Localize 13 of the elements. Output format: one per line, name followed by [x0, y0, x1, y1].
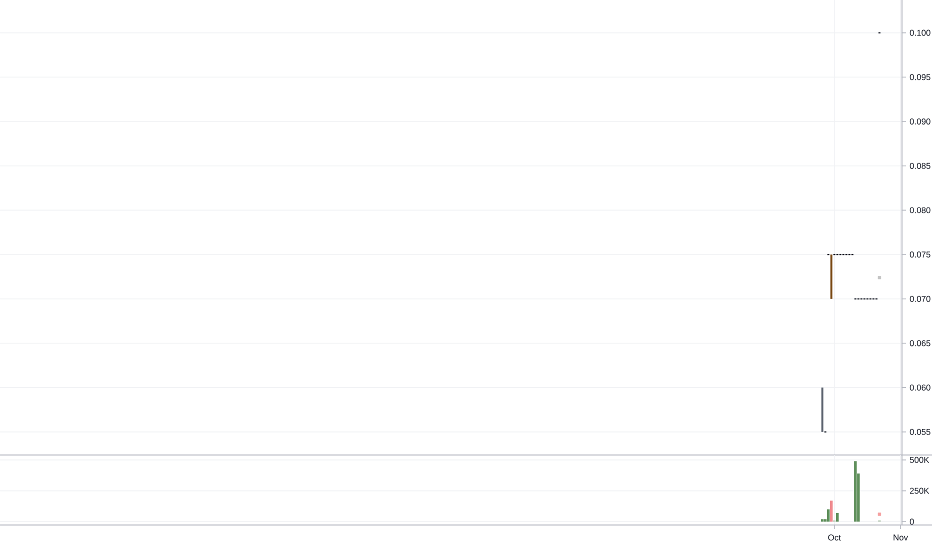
y-tick-label: 500K: [910, 456, 930, 463]
x-tick-label: Nov: [894, 534, 908, 540]
bar: [830, 500, 833, 522]
candlestick: [821, 388, 824, 432]
bar: [820, 519, 824, 522]
y-tick-label: 250K: [910, 488, 930, 494]
x-tick-label: Oct: [828, 534, 841, 540]
bar: [826, 509, 830, 522]
bar: [854, 461, 857, 522]
bar: [836, 513, 839, 522]
y-tick-label: 0: [910, 518, 914, 525]
candlestick: [830, 254, 832, 299]
y-tick-label: 0.055: [910, 428, 930, 435]
